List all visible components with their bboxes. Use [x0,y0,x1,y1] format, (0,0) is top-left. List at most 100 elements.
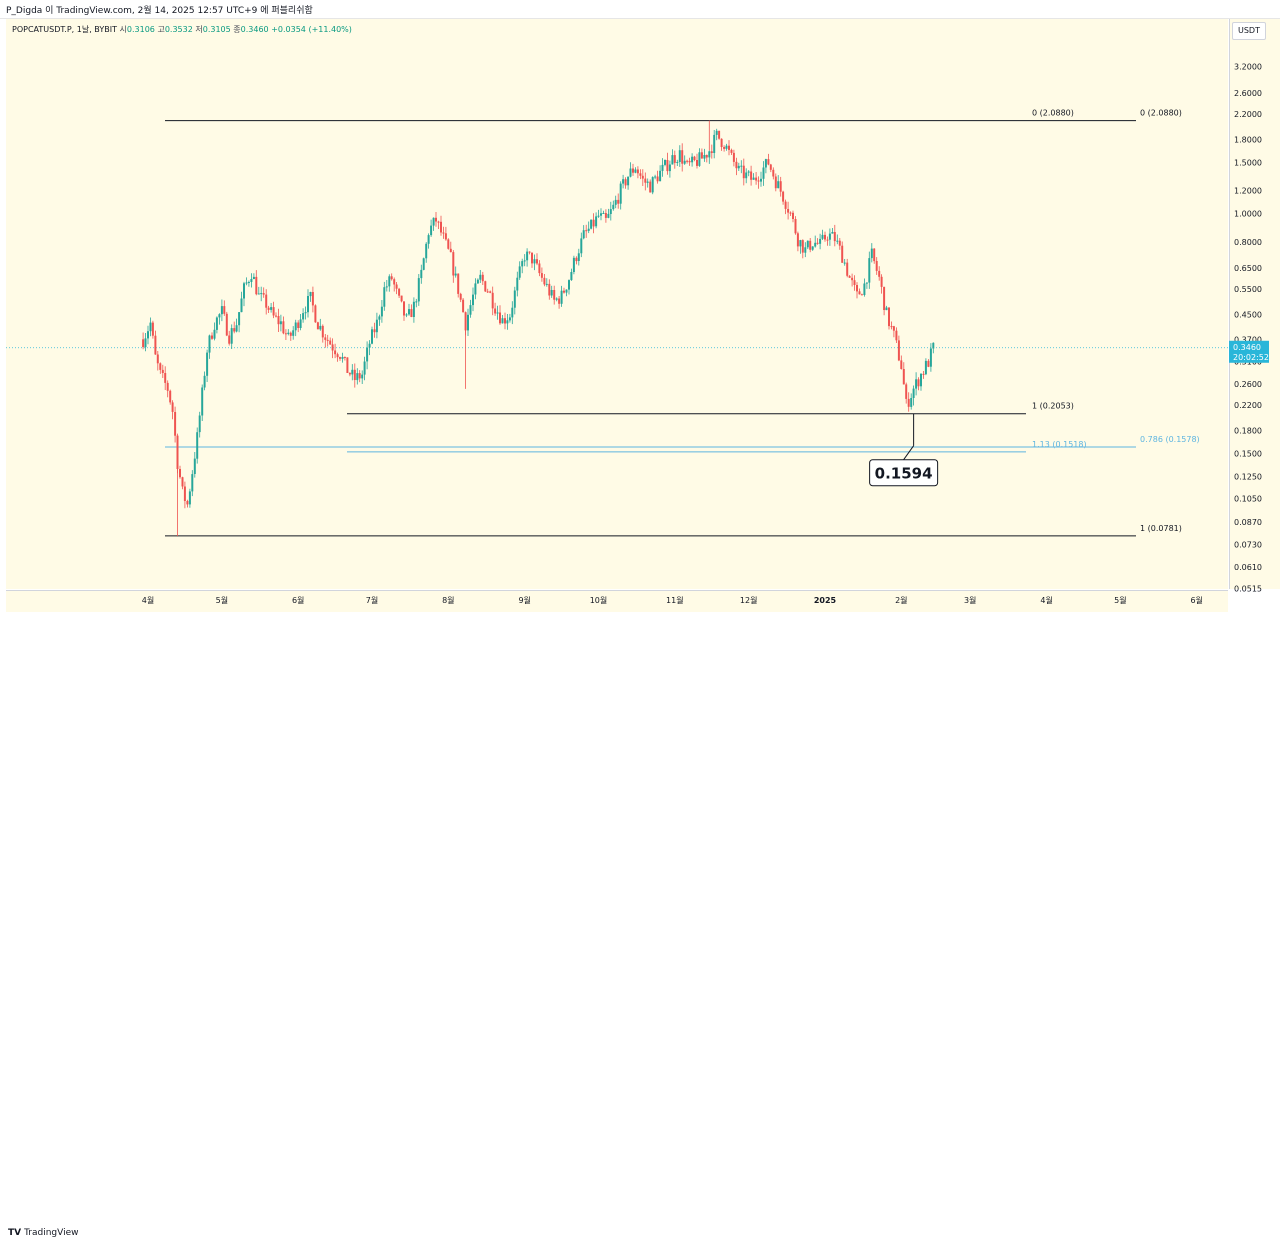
legend-low: 0.3105 [202,25,231,34]
candle-body [257,293,260,295]
candle-body [408,309,410,315]
candle-body [895,330,898,341]
candle-body [272,307,275,316]
candle-body [723,147,726,149]
candle-body [799,240,802,247]
candle-body [356,373,359,381]
last-price-tag [1229,340,1269,363]
candle-body [846,262,849,276]
price-tick-label: 0.3700 [1234,335,1262,344]
price-axis[interactable] [1229,19,1280,589]
candle-body [700,152,703,159]
candle-body [600,213,602,216]
candle-body [375,319,378,333]
candle-body [449,248,452,253]
candle-body [444,233,447,240]
candle-body [902,369,905,385]
candle-body [267,307,270,310]
legend-close-label: 종 [233,25,241,34]
candle-body [452,252,455,276]
candle-body [784,201,787,209]
price-tick-label: 0.4500 [1234,311,1262,320]
candle-body [622,179,625,184]
candle-body [299,319,302,328]
candle-body [462,299,465,313]
candle-body [545,283,548,285]
candle-body [215,317,218,330]
candle-body [875,261,878,271]
candle-body [764,159,767,168]
candle-body [437,221,440,223]
candle-body [841,245,844,263]
candle-body [260,293,263,295]
publish-bar: P_Digda 이 TradingView.com, 2월 14, 2025 1… [0,0,1280,19]
candle-body [927,360,930,367]
tradingview-logo-icon: TV [8,1228,22,1238]
legend-low-label: 저 [195,25,203,34]
candle-body [905,384,908,399]
candle-body [211,335,213,339]
candle-body [282,321,285,334]
candle-body [836,240,839,242]
candle-body [929,348,932,367]
candle-body [417,278,420,302]
candle-body [922,373,925,375]
candle-body [481,274,484,282]
legend-close: 0.3460 [240,25,269,34]
candle-body [644,178,647,183]
candle-body [779,181,782,192]
candle-body [275,315,277,317]
candle-body [159,363,162,370]
candle-body [831,232,834,234]
candle-body [491,292,494,309]
fib-level-label: 0 (2.0880) [1140,109,1182,118]
price-chart[interactable]: 3.2000 2.6000 2.2000 1.8000 1.5000 1.2000 1.00… [0,0,1280,634]
candle-body [378,316,381,320]
candle-body [479,274,482,280]
candle-body [243,283,245,299]
candle-body [801,240,804,253]
candle-body [833,232,836,242]
legend-symbol: POPCATUSDT.P, 1날, BYBIT [12,25,117,34]
candle-body [326,339,329,341]
candle-body [924,360,927,375]
candle-body [558,298,561,304]
candle-body [772,169,775,177]
countdown-label: 20:02:52 [1233,353,1269,362]
candle-body [760,178,762,182]
time-tick-label: 11월 [666,595,684,605]
candle-body [533,259,536,264]
candle-body [531,252,533,264]
time-axis[interactable] [6,590,1228,612]
candle-body [582,230,585,239]
candle-body [787,209,790,213]
candle-body [632,168,634,173]
candle-body [757,180,760,182]
candle-body [235,325,238,332]
candle-body [654,176,657,178]
candle-body [147,331,149,339]
candle-body [897,340,900,361]
candle-body [792,212,794,219]
legend-high-label: 고 [157,25,165,34]
candle-body [353,369,356,380]
candle-body [457,273,460,294]
plot-area[interactable] [6,19,1228,589]
candle-body [314,305,317,323]
candle-body [427,235,430,244]
candle-body [297,322,300,328]
candle-body [878,270,881,277]
candle-body [870,248,873,259]
price-tick-label: 2.6000 [1234,89,1262,98]
candle-body [161,369,164,373]
candle-body [341,357,344,359]
candle-body [624,179,627,186]
candle-body [747,171,750,173]
candle-body [499,312,501,324]
currency-unit-button[interactable]: USDT [1232,22,1266,40]
fib-level-label: 1 (0.0781) [1140,524,1182,533]
candle-body [883,286,886,310]
candle-body [668,164,671,172]
candle-body [526,251,529,261]
candle-body [696,160,698,166]
